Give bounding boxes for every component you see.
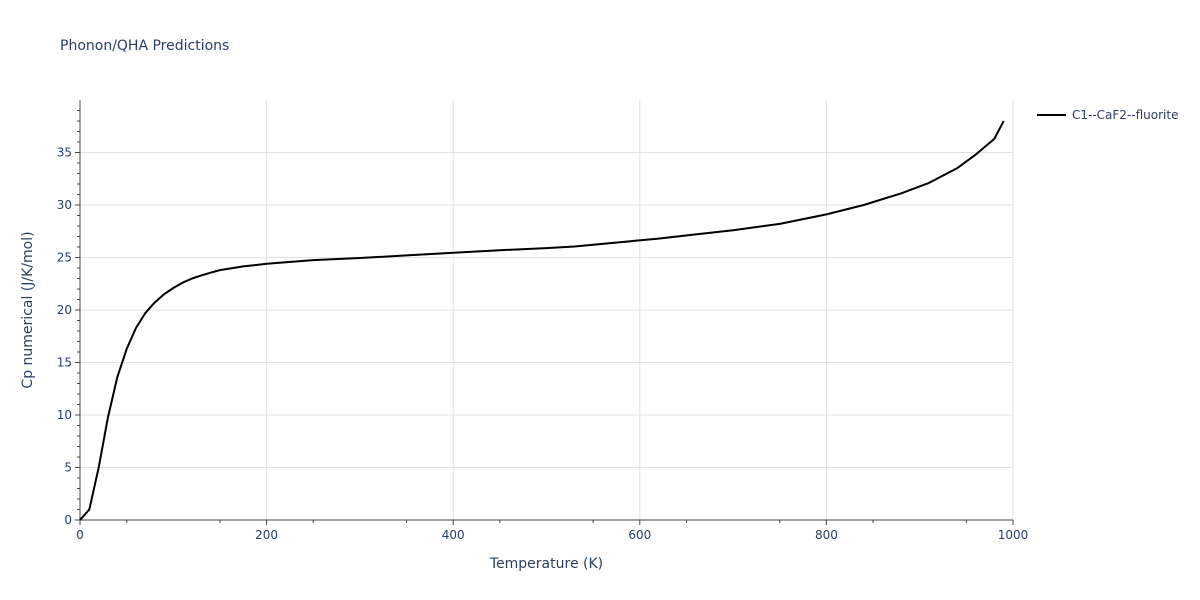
legend-item[interactable]: C1--CaF2--fluorite [1037, 108, 1178, 122]
x-tick-label: 0 [76, 528, 84, 542]
y-tick-label: 15 [57, 356, 72, 370]
y-tick-label: 10 [57, 408, 72, 422]
x-tick-label: 1000 [998, 528, 1029, 542]
y-tick-label: 35 [57, 146, 72, 160]
x-tick-label: 200 [255, 528, 278, 542]
y-tick-label: 30 [57, 198, 72, 212]
plot-area [79, 120, 1005, 521]
y-tick-label: 20 [57, 303, 72, 317]
y-tick-label: 0 [64, 513, 72, 527]
grid-lines [80, 100, 1014, 520]
legend[interactable]: C1--CaF2--fluorite [1037, 108, 1178, 122]
y-tick-label: 5 [64, 461, 72, 475]
axis-ticks: 0 200 400 600 800 1000 0 5 10 15 20 25 30 35 [57, 110, 1029, 542]
x-axis-title: Temperature (K) [489, 556, 603, 572]
x-tick-label: 600 [628, 528, 651, 542]
series-line-0 [79, 120, 1005, 521]
legend-label: C1--CaF2--fluorite [1072, 108, 1178, 122]
y-axis-title: Cp numerical (J/K/mol) [20, 231, 36, 388]
chart-title: Phonon/QHA Predictions [60, 38, 229, 54]
y-tick-label: 25 [57, 251, 72, 265]
x-tick-label: 800 [815, 528, 838, 542]
x-tick-label: 400 [442, 528, 465, 542]
